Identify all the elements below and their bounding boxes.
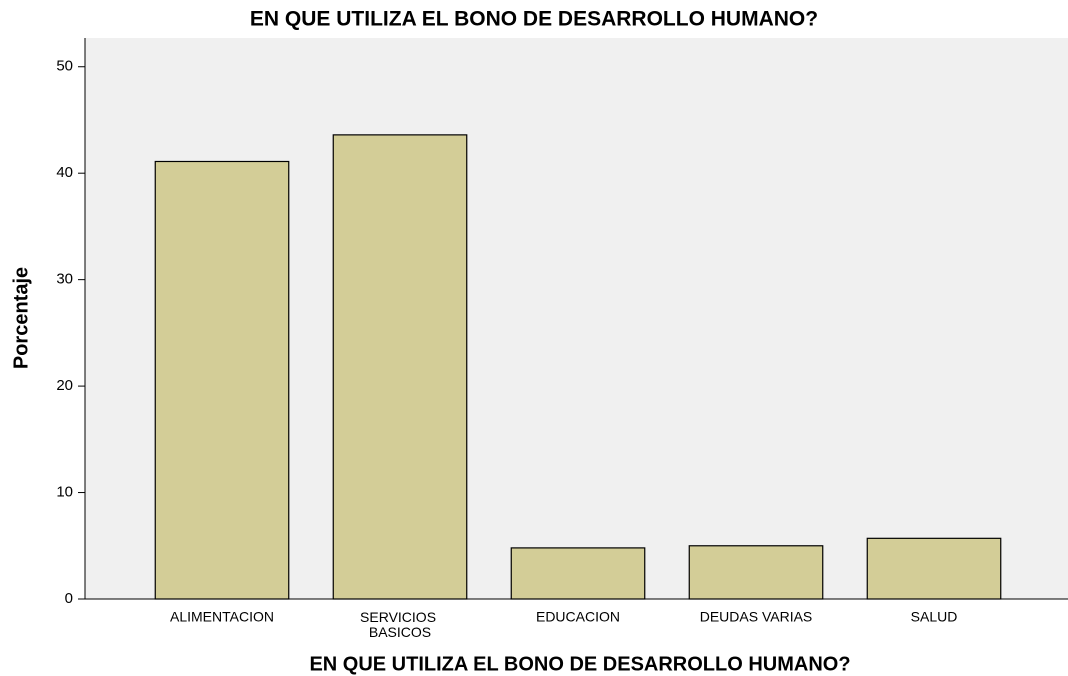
x-tick-label: EDUCACION xyxy=(536,609,620,625)
x-axis-title: EN QUE UTILIZA EL BONO DE DESARROLLO HUM… xyxy=(309,653,850,675)
chart-title: EN QUE UTILIZA EL BONO DE DESARROLLO HUM… xyxy=(250,8,818,31)
bar xyxy=(332,134,468,600)
x-tick-label: SALUD xyxy=(911,609,958,625)
y-axis-title: Porcentaje xyxy=(10,267,32,369)
bar xyxy=(154,160,290,600)
x-tick-label: SERVICIOS BASICOS xyxy=(360,609,440,640)
bar xyxy=(510,547,646,600)
y-tick-label: 30 xyxy=(56,271,73,288)
x-tick-label: DEUDAS VARIAS xyxy=(700,609,813,625)
y-tick-label: 0 xyxy=(65,590,73,607)
bar xyxy=(866,537,1002,600)
y-tick-label: 10 xyxy=(56,484,73,501)
y-tick-label: 40 xyxy=(56,164,73,181)
y-tick-label: 50 xyxy=(56,58,73,75)
y-tick-label: 20 xyxy=(56,377,73,394)
bar xyxy=(688,545,824,600)
x-tick-label: ALIMENTACION xyxy=(170,609,274,625)
